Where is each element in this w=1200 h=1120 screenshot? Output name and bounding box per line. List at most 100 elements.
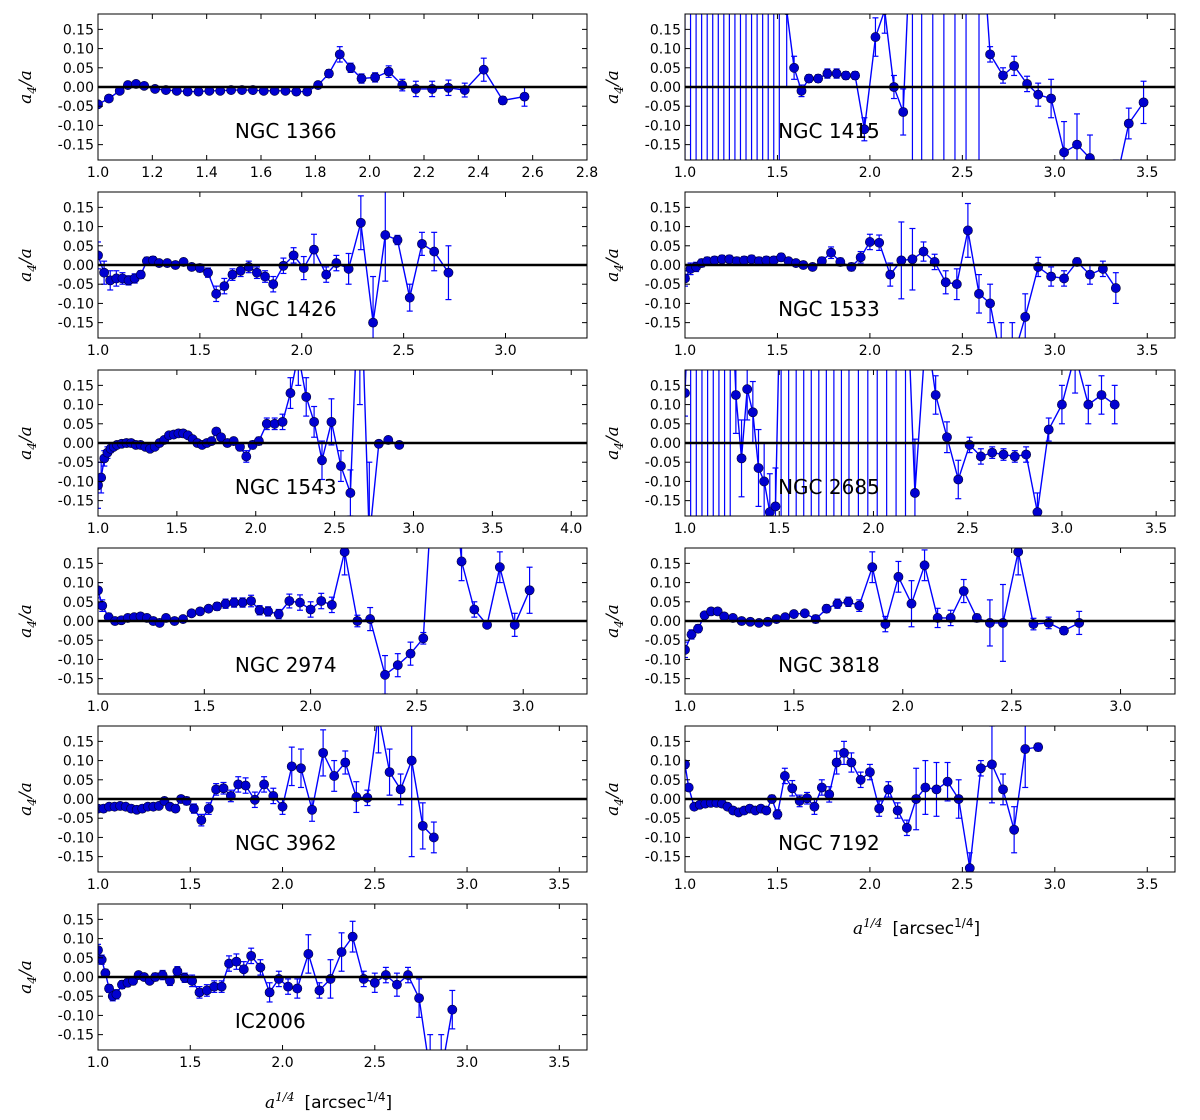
data-point — [974, 288, 984, 299]
x-tick-label: 2.5 — [951, 343, 973, 359]
data-point — [963, 225, 973, 236]
data-point — [285, 388, 296, 398]
panel-ngc-3962: -0.15 -0.10 -0.05 0.00 0.05 0.10 0.15 1.0 1.5 2.0… — [16, 725, 588, 893]
y-axis-label: a4/a — [603, 426, 626, 460]
x-tick-label: 3.0 — [1044, 343, 1066, 359]
y-axis-label: a4/a — [603, 604, 626, 638]
data-point — [1020, 744, 1031, 754]
y-tick-label: 0.10 — [63, 42, 94, 58]
data-point — [1096, 390, 1107, 400]
data-point — [850, 70, 861, 81]
y-tick-label: 0.05 — [63, 61, 94, 77]
data-point — [345, 62, 356, 73]
y-tick-label: 0.15 — [63, 200, 94, 216]
data-point — [885, 269, 896, 280]
x-tick-label: 2.0 — [299, 699, 321, 715]
data-point — [1009, 451, 1020, 462]
y-tick-label: -0.10 — [645, 474, 681, 490]
data-point — [291, 86, 302, 97]
y-tick-label: -0.05 — [58, 455, 94, 471]
y-tick-label: -0.05 — [58, 99, 94, 115]
panel-ngc-7192: -0.15 -0.10 -0.05 0.00 0.05 0.10 0.15 1.0 1.5 2.0… — [603, 725, 1176, 893]
x-tick-label: 1.5 — [766, 877, 788, 893]
x-tick-label: 1.0 — [674, 521, 696, 537]
x-tick-label: 1.2 — [141, 165, 163, 181]
galaxy-label: NGC 1426 — [235, 297, 337, 321]
data-point — [788, 609, 799, 619]
data-point — [252, 267, 262, 278]
data-point — [288, 250, 299, 261]
x-tick-label: 1.6 — [250, 165, 272, 181]
data-point — [456, 556, 467, 567]
data-point — [369, 977, 380, 988]
data-point — [395, 784, 406, 795]
data-point — [813, 73, 824, 84]
galaxy-label: NGC 1366 — [235, 119, 337, 143]
data-point — [273, 609, 284, 619]
data-point — [286, 761, 297, 772]
x-tick-label: 2.5 — [957, 521, 979, 537]
data-point — [336, 947, 347, 957]
x-tick-label: 1.5 — [783, 699, 805, 715]
y-tick-label: 0.15 — [63, 734, 94, 750]
data-point — [103, 93, 114, 104]
data-point — [821, 603, 832, 614]
data-point — [839, 747, 849, 758]
y-tick-label: 0.05 — [63, 951, 94, 967]
data-point — [867, 562, 878, 573]
data-point — [761, 805, 772, 816]
data-point — [326, 599, 337, 610]
data-point — [824, 789, 835, 800]
data-point — [759, 476, 770, 487]
xlabel-left: a1/4 [arcsec1/4] — [265, 1090, 392, 1113]
data-point — [336, 461, 346, 471]
data-point — [693, 623, 703, 634]
data-layer — [98, 370, 405, 516]
data-point — [317, 455, 327, 466]
y-tick-label: 0.10 — [63, 932, 94, 948]
x-tick-label: 3.0 — [456, 1055, 478, 1071]
data-point — [859, 124, 870, 135]
x-tick-label: 2.0 — [271, 877, 293, 893]
data-point — [229, 597, 239, 608]
data-point — [345, 488, 356, 498]
x-tick-label: 4.0 — [560, 521, 582, 537]
data-point — [478, 64, 489, 75]
data-point — [314, 985, 325, 996]
y-tick-label: 0.05 — [63, 595, 94, 611]
y-tick-label: 0.00 — [650, 80, 681, 96]
y-tick-label: 0.00 — [63, 258, 94, 274]
x-tick-label: 3.0 — [402, 521, 424, 537]
data-point — [309, 416, 320, 427]
data-point — [865, 237, 875, 247]
y-tick-label: -0.10 — [58, 652, 94, 668]
y-tick-label: -0.05 — [645, 633, 681, 649]
data-point — [1085, 153, 1095, 160]
data-point — [920, 782, 931, 793]
data-point — [437, 1068, 446, 1077]
data-point — [193, 86, 204, 97]
data-point — [170, 803, 181, 814]
galaxy-label: NGC 3962 — [235, 831, 337, 855]
data-point — [302, 86, 313, 97]
data-point — [896, 255, 907, 266]
y-tick-label: -0.05 — [645, 455, 681, 471]
y-tick-label: 0.15 — [63, 912, 94, 928]
y-tick-label: -0.05 — [645, 811, 681, 827]
y-tick-label: 0.00 — [650, 258, 681, 274]
data-point — [418, 633, 429, 644]
data-point — [405, 648, 416, 659]
x-tick-label: 1.4 — [196, 165, 218, 181]
data-point — [1111, 178, 1120, 187]
x-tick-label: 2.5 — [951, 877, 973, 893]
data-point — [254, 605, 265, 616]
data-point — [417, 238, 427, 249]
x-tick-label: 3.5 — [481, 521, 503, 537]
x-tick-label: 1.0 — [674, 165, 696, 181]
panel-ngc-1366: -0.15 -0.10 -0.05 0.00 0.05 0.10 0.15 1.0 1.2 1.4… — [16, 13, 598, 181]
y-axis-label: a4/a — [16, 248, 39, 282]
data-point — [1009, 824, 1020, 835]
data-point — [1072, 139, 1082, 150]
data-point — [263, 606, 273, 617]
